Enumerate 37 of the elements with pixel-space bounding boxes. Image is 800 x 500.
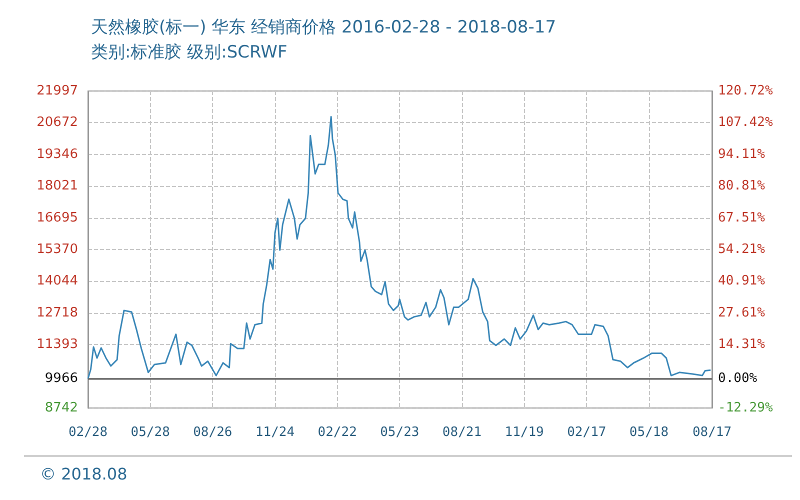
y2-tick-label: 80.81% — [718, 178, 766, 194]
x-tick-label: 08/17 — [692, 425, 732, 440]
x-tick-label: 08/21 — [442, 425, 482, 440]
y2-tick-label: -12.29% — [718, 400, 773, 416]
y-tick-label: 14044 — [36, 274, 78, 289]
y-tick-label: 18021 — [36, 178, 78, 194]
x-tick-label: 11/19 — [504, 425, 544, 440]
x-tick-label: 05/23 — [380, 425, 420, 440]
x-tick-label: 02/28 — [68, 425, 108, 440]
chart-subtitle: 类别:标准胶 级别:SCRWF — [91, 42, 288, 62]
y2-tick-label: 14.31% — [718, 337, 766, 352]
y-tick-label: 11393 — [36, 337, 78, 352]
y-tick-label: 19346 — [36, 146, 78, 162]
x-tick-label: 11/24 — [255, 425, 295, 440]
y-tick-label: 20672 — [36, 115, 78, 130]
y-tick-label: 9966 — [44, 371, 78, 386]
y2-tick-label: 0.00% — [718, 371, 758, 386]
x-tick-label: 08/26 — [193, 425, 232, 440]
y2-tick-label: 107.42% — [718, 115, 773, 130]
y-tick-label: 8742 — [44, 400, 78, 416]
y-tick-label: 12718 — [36, 305, 78, 320]
text: © 2018.08 — [40, 464, 128, 484]
y2-tick-label: 94.11% — [718, 146, 766, 162]
y2-tick-label: 54.21% — [718, 242, 766, 258]
y-tick-label: 21997 — [36, 84, 78, 98]
x-tick-label: 02/17 — [567, 425, 606, 440]
x-tick-label: 02/22 — [318, 425, 357, 440]
x-tick-label: 05/28 — [130, 425, 170, 440]
y2-tick-label: 120.72% — [718, 84, 773, 98]
y-tick-label: 15370 — [36, 242, 78, 257]
y2-tick-label: 67.51% — [718, 210, 766, 226]
y-tick-label: 16695 — [36, 210, 78, 226]
y2-tick-label: 40.91% — [718, 274, 766, 289]
x-tick-label: 05/18 — [629, 425, 669, 440]
line-series — [87, 116, 712, 380]
y2-tick-label: 27.61% — [718, 305, 766, 320]
chart-title: 天然橡胶(标一) 华东 经销商价格 2016-02-28 - 2018-08-17 — [91, 18, 556, 38]
